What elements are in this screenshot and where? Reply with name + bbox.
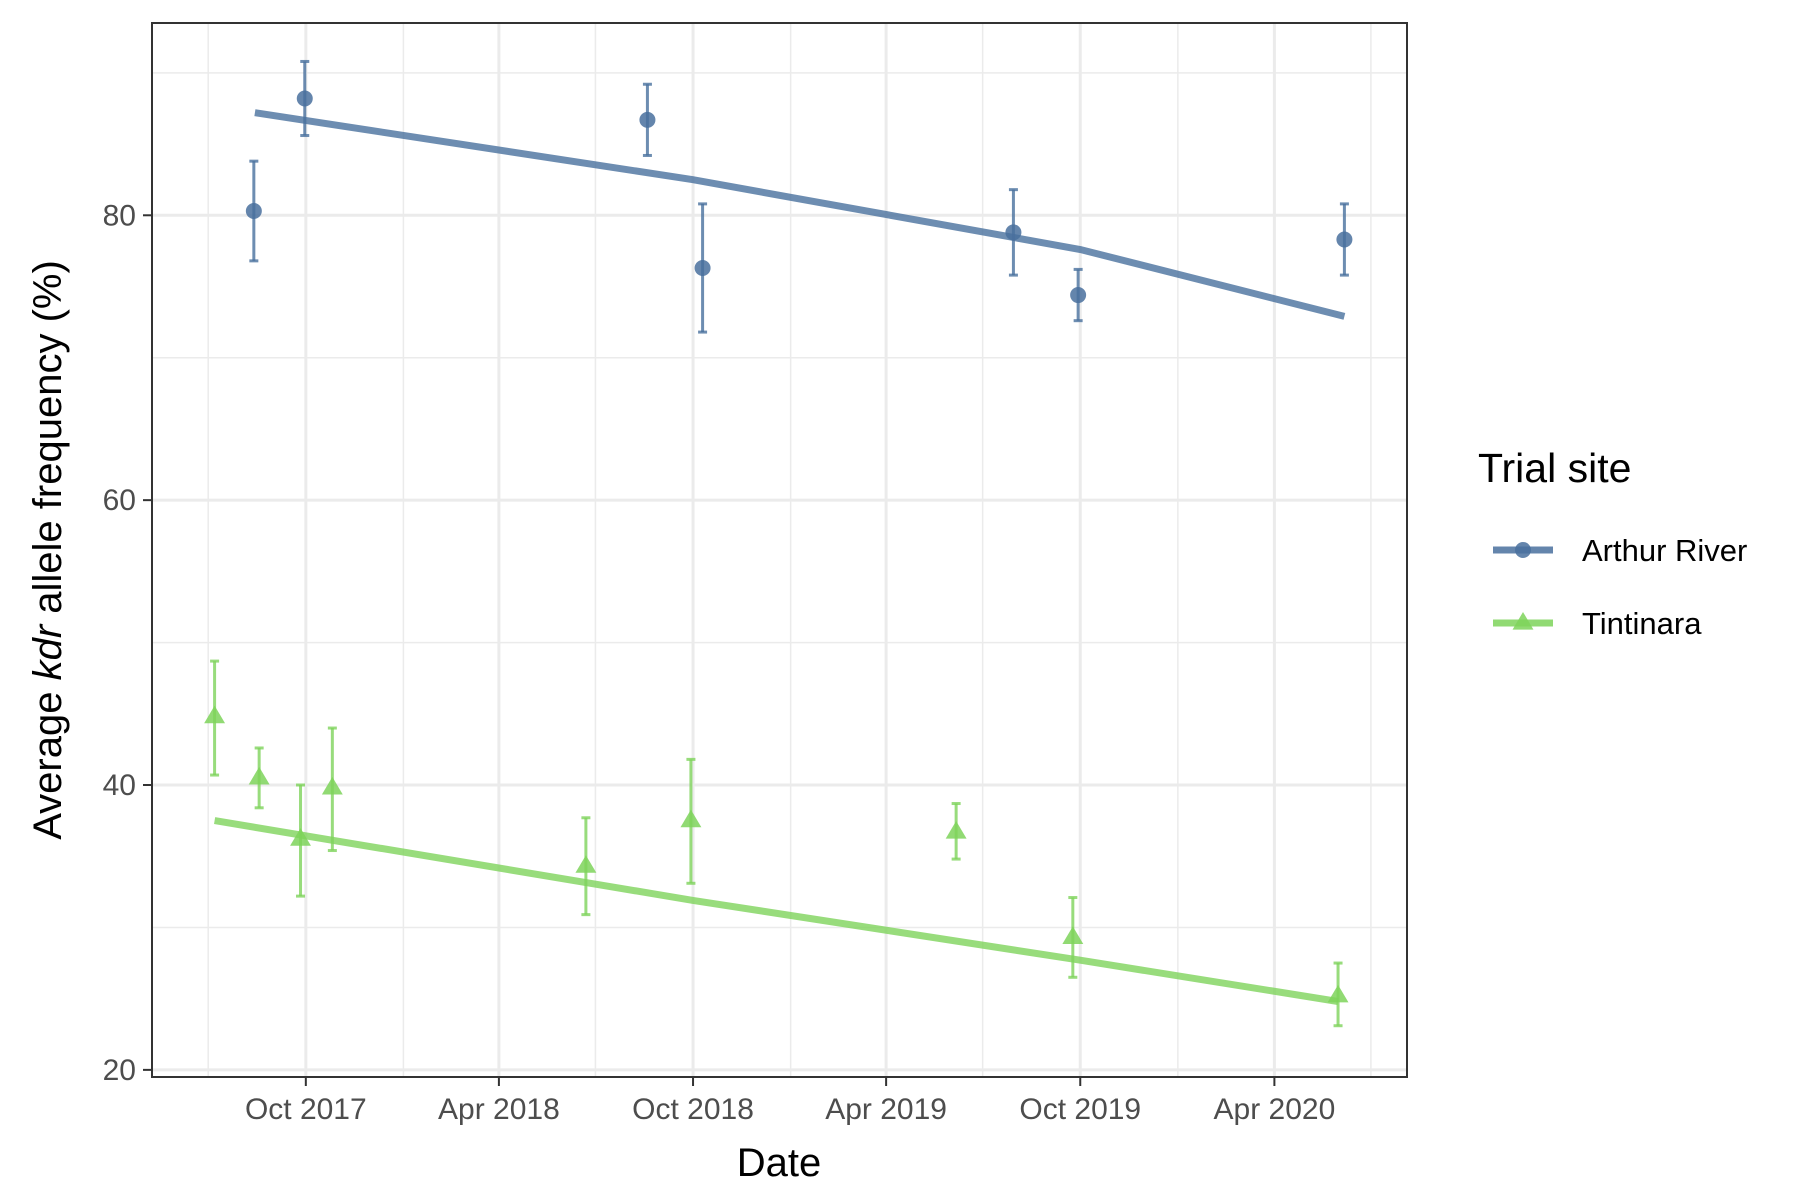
y-axis-title-suffix: allele frequency (%) [26, 260, 70, 625]
y-tick-label: 60 [103, 484, 136, 517]
minor-gridlines [152, 23, 1407, 1077]
y-tick-label: 20 [103, 1054, 136, 1087]
plot-panel [152, 23, 1407, 1077]
y-axis: 20 40 60 80 [103, 199, 152, 1087]
legend-title: Trial site [1478, 445, 1631, 491]
y-axis-title: Average kdr allele frequency (%) [26, 260, 70, 840]
x-tick-label: Apr 2020 [1214, 1093, 1336, 1126]
y-tick-label: 40 [103, 769, 136, 802]
x-tick-label: Apr 2019 [825, 1093, 947, 1126]
data-layer [204, 59, 1353, 1028]
major-gridlines [152, 23, 1407, 1077]
x-tick-label: Oct 2017 [245, 1093, 367, 1126]
y-tick-label: 80 [103, 199, 136, 232]
data-point [1327, 984, 1349, 1003]
data-point [204, 705, 226, 724]
trend-line [254, 109, 1346, 320]
legend-key-marker [1512, 612, 1534, 630]
legend: Trial site Arthur River Tintinara [1478, 445, 1747, 641]
trend-line [214, 817, 1339, 1005]
x-tick-label: Oct 2019 [1019, 1093, 1141, 1126]
x-axis: Oct 2017 Apr 2018 Oct 2018 Apr 2019 Oct 2019… [245, 1077, 1335, 1126]
legend-item: Tintinara [1493, 606, 1702, 641]
data-point [321, 776, 343, 795]
x-axis-title: Date [737, 1141, 822, 1185]
data-point [1005, 224, 1022, 241]
data-point [290, 828, 311, 846]
data-point [1336, 231, 1353, 248]
data-point [639, 111, 656, 128]
legend-key-marker [1515, 542, 1531, 558]
y-axis-title-prefix: Average [26, 680, 70, 839]
data-point [245, 203, 262, 220]
data-point [945, 821, 967, 839]
data-point [1070, 287, 1087, 304]
legend-items: Arthur River Tintinara [1493, 533, 1747, 641]
plot-panel-border [151, 22, 1408, 1078]
data-point [694, 259, 711, 276]
data-point [248, 766, 270, 785]
data-point [575, 855, 597, 873]
series-tintinara [204, 659, 1349, 1028]
y-axis-title-italic: kdr [26, 623, 70, 680]
legend-label: Tintinara [1582, 606, 1702, 641]
legend-item: Arthur River [1493, 533, 1747, 568]
data-point [680, 809, 702, 828]
data-point [1062, 926, 1084, 945]
data-point [296, 90, 313, 107]
x-tick-label: Apr 2018 [438, 1093, 560, 1126]
series-arthur-river [245, 59, 1353, 334]
x-tick-label: Oct 2018 [632, 1093, 754, 1126]
legend-label: Arthur River [1582, 533, 1747, 568]
